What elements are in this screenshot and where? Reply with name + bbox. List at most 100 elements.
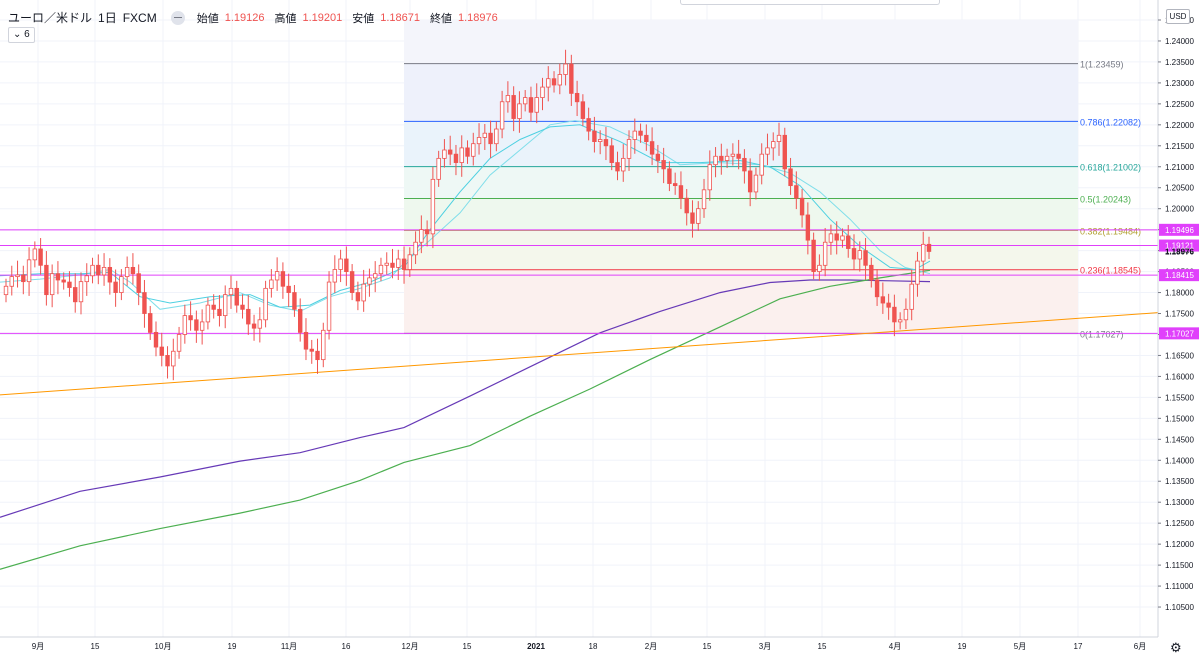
price-tick-label: 1.14000 [1165, 456, 1194, 465]
price-tick-label: 1.12000 [1165, 540, 1194, 549]
candle [626, 130, 632, 171]
candle-body [194, 319, 199, 331]
top-toolbar-tab[interactable] [680, 0, 940, 5]
candle [269, 269, 274, 298]
currency-button[interactable]: USD [1166, 9, 1190, 24]
candle [621, 144, 626, 182]
candle [574, 80, 580, 117]
open-value: 1.19126 [224, 11, 265, 24]
candle [846, 225, 851, 258]
candle-body [869, 264, 874, 281]
candle-body [182, 315, 188, 335]
candle [609, 138, 614, 171]
candle-body [696, 208, 701, 224]
candle-body [771, 141, 776, 149]
candle [96, 254, 101, 285]
candle [9, 265, 14, 296]
candle-body [159, 346, 164, 356]
candle [690, 200, 695, 238]
broker-label[interactable]: FXCM [122, 10, 157, 25]
symbol-name[interactable]: ユーロ／米ドル [8, 11, 93, 25]
candle [667, 161, 672, 192]
candle-body [540, 86, 545, 98]
candle-body [701, 189, 707, 210]
candle-body [240, 304, 245, 310]
candle [644, 124, 649, 151]
candle-body [344, 258, 349, 272]
candle [828, 224, 834, 255]
price-tick-label: 1.11000 [1165, 582, 1194, 591]
candle-body [661, 160, 666, 170]
candle [211, 294, 216, 319]
time-tick-label: 4月 [889, 642, 901, 651]
candle-body [886, 302, 891, 308]
candle-body [130, 266, 136, 275]
candle [592, 116, 597, 153]
candle [124, 256, 130, 286]
candle [684, 188, 689, 226]
candle-body [557, 74, 562, 86]
candle [851, 234, 857, 270]
price-tick-label: 1.16000 [1165, 372, 1194, 381]
candle-body [517, 103, 522, 119]
candle-body [396, 258, 401, 268]
candle [892, 294, 897, 337]
candle [298, 298, 303, 342]
candle [32, 241, 38, 268]
candle [442, 139, 447, 168]
candle-body [488, 132, 493, 145]
candle-body [165, 355, 170, 367]
candle [349, 264, 355, 301]
candle-body [794, 185, 799, 199]
gear-icon[interactable]: ⚙ [1170, 640, 1182, 655]
candle [303, 318, 309, 361]
candle [257, 307, 263, 343]
price-tick-label: 1.21500 [1165, 142, 1194, 151]
candle-body [263, 287, 268, 321]
candle [794, 171, 799, 210]
candle-body [511, 95, 516, 119]
candle-body [332, 269, 338, 283]
candle [915, 251, 920, 297]
candle-body [442, 149, 447, 159]
candle-body [124, 266, 130, 278]
candle [280, 262, 286, 299]
time-tick-label: 15 [463, 642, 472, 651]
candle-body [649, 141, 655, 155]
interval-label[interactable]: 1日 [98, 11, 117, 25]
candle-body [148, 313, 153, 333]
time-tick-label: 15 [818, 642, 827, 651]
candle-body [644, 134, 649, 143]
candle [338, 249, 343, 283]
eye-icon[interactable] [170, 10, 185, 25]
candle-body [401, 258, 407, 270]
candle [678, 171, 684, 210]
time-tick-label: 5月 [1014, 642, 1026, 651]
candle [886, 293, 891, 320]
candle [430, 166, 436, 249]
candle [805, 202, 811, 255]
candle [159, 332, 164, 367]
candle [863, 238, 868, 280]
candle [447, 135, 453, 166]
candle-body [228, 287, 234, 296]
candle-body [742, 157, 747, 172]
indicators-toggle-button[interactable]: ⌄ 6 [8, 27, 35, 43]
candle-body [413, 241, 418, 256]
candle-body [326, 281, 332, 331]
candle [44, 251, 49, 306]
candle [615, 151, 620, 181]
candle [753, 167, 759, 200]
price-tick-label: 1.20500 [1165, 184, 1194, 193]
sma-fast2-line [0, 124, 931, 308]
high-label: 高値 [274, 12, 297, 25]
candle [696, 201, 701, 231]
candle-body [298, 308, 303, 333]
candle-body [915, 260, 920, 285]
candle [730, 143, 736, 166]
time-tick-label: 19 [228, 642, 237, 651]
candle-body [38, 248, 43, 266]
candle-body [903, 308, 909, 321]
